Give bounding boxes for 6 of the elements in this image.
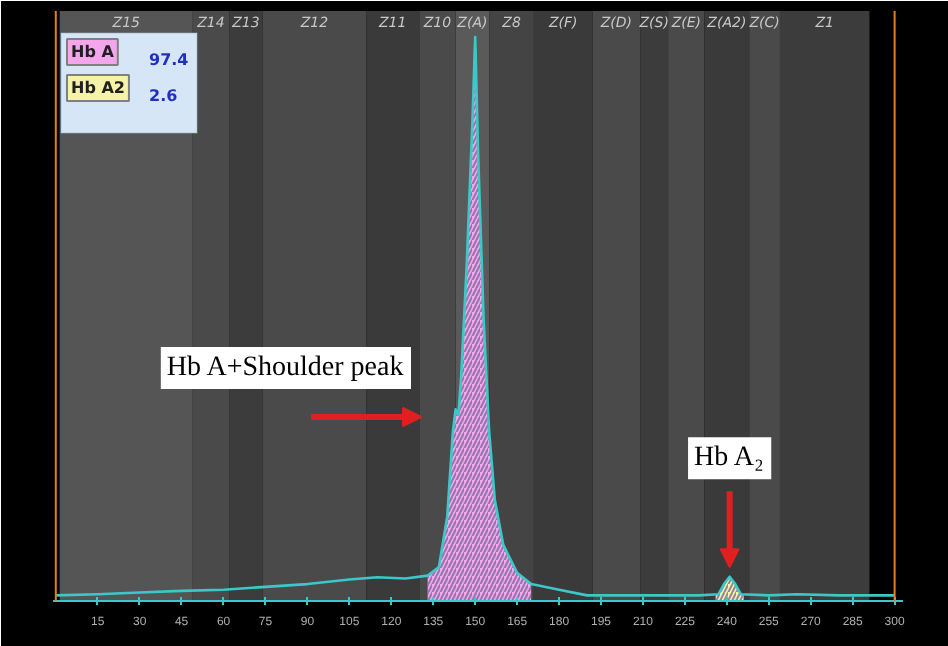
annotation: 97.4	[149, 51, 190, 69]
text: Hb A2	[71, 79, 125, 97]
annotation: Hb A₂	[694, 443, 764, 474]
annotation: Hb A+Shoulder peak	[166, 353, 404, 383]
annotation: 2.6	[149, 87, 179, 105]
text: Hb A	[71, 43, 116, 61]
